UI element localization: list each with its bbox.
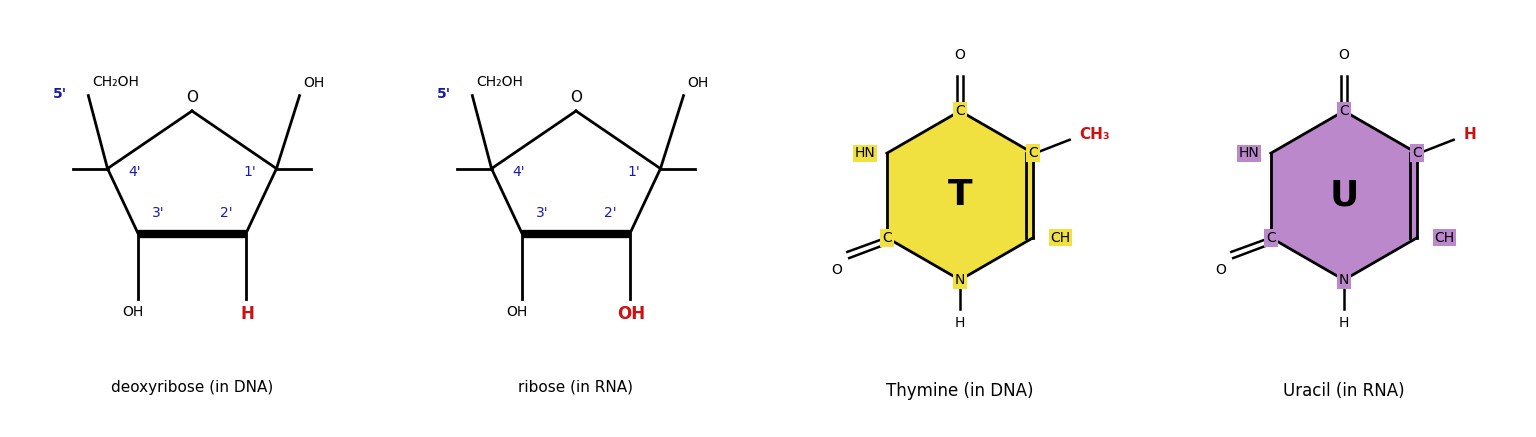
Text: HN: HN: [854, 146, 876, 160]
Text: CH: CH: [1051, 231, 1071, 245]
Text: C: C: [1412, 146, 1422, 160]
Text: OH: OH: [688, 76, 708, 90]
Text: C: C: [882, 231, 892, 245]
Text: O: O: [186, 90, 198, 105]
Text: 2': 2': [220, 206, 232, 220]
Text: 4': 4': [511, 166, 524, 180]
Text: OH: OH: [617, 305, 645, 323]
Text: U: U: [1329, 178, 1359, 212]
Text: H: H: [1339, 316, 1349, 330]
Text: CH₂OH: CH₂OH: [476, 75, 524, 89]
Polygon shape: [886, 111, 1034, 280]
Text: C: C: [1028, 146, 1038, 160]
Text: OH: OH: [121, 305, 143, 319]
Text: O: O: [831, 263, 842, 277]
Polygon shape: [1270, 111, 1418, 280]
Text: 3': 3': [152, 206, 164, 220]
Text: OH: OH: [304, 76, 324, 90]
Text: 2': 2': [604, 206, 616, 220]
Text: H: H: [241, 305, 255, 323]
Text: HN: HN: [1238, 146, 1260, 160]
Text: O: O: [570, 90, 582, 105]
Text: deoxyribose (in DNA): deoxyribose (in DNA): [111, 380, 273, 395]
Text: O: O: [1215, 263, 1226, 277]
Text: 1': 1': [627, 166, 641, 180]
Text: N: N: [955, 273, 965, 287]
Text: O: O: [1338, 48, 1350, 62]
Text: 3': 3': [536, 206, 548, 220]
Text: C: C: [955, 104, 965, 118]
Text: C: C: [1266, 231, 1276, 245]
Text: N: N: [1339, 273, 1349, 287]
Text: CH: CH: [1435, 231, 1455, 245]
Text: 5': 5': [438, 87, 452, 101]
Text: CH₃: CH₃: [1080, 127, 1111, 142]
Text: H: H: [955, 316, 965, 330]
Text: 1': 1': [243, 166, 257, 180]
Text: ribose (in RNA): ribose (in RNA): [519, 380, 633, 395]
Text: CH₂OH: CH₂OH: [92, 75, 140, 89]
Text: 4': 4': [127, 166, 140, 180]
Text: 5': 5': [54, 87, 68, 101]
Text: H: H: [1464, 127, 1476, 142]
Text: Thymine (in DNA): Thymine (in DNA): [886, 382, 1034, 400]
Text: Uracil (in RNA): Uracil (in RNA): [1283, 382, 1405, 400]
Text: O: O: [954, 48, 966, 62]
Text: T: T: [948, 178, 972, 212]
Text: C: C: [1339, 104, 1349, 118]
Text: OH: OH: [505, 305, 527, 319]
